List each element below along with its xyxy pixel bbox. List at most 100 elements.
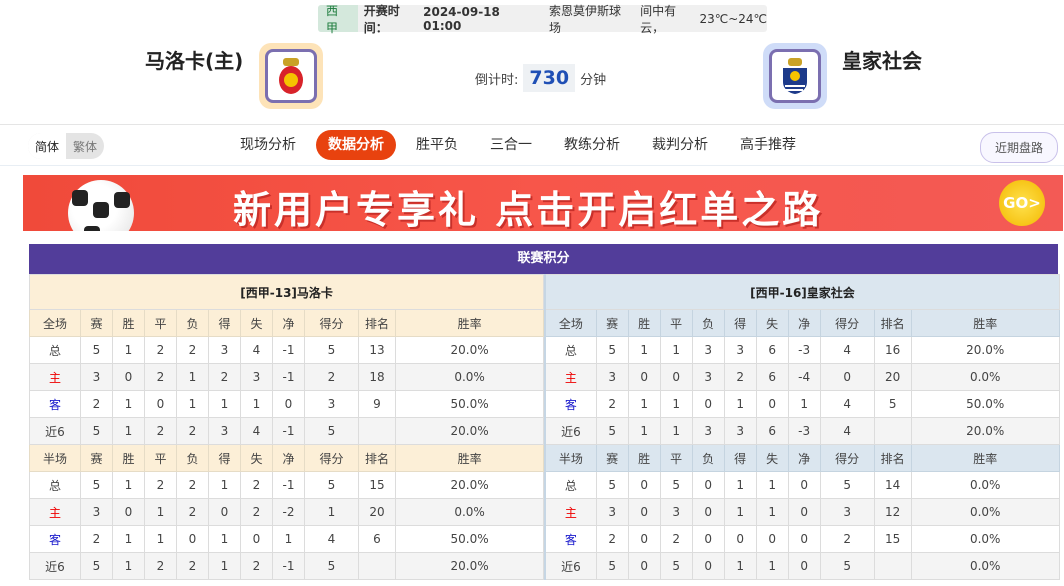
cell: 1: [304, 498, 359, 526]
column-header: 净: [272, 444, 305, 472]
cell: 0: [691, 390, 725, 418]
row-label: 近6: [29, 552, 81, 580]
cell: 5: [304, 336, 359, 364]
table-row: 主 3 0 2 1 2 3 -1 2 18 0.0%: [29, 363, 545, 391]
column-header: 负: [176, 309, 209, 337]
column-header: 得: [723, 444, 757, 472]
lang-simplified[interactable]: 简体: [28, 133, 67, 159]
cell: [358, 417, 396, 445]
cell: 0: [240, 525, 273, 553]
cell: 12: [873, 498, 912, 526]
weather: 间中有云，: [640, 3, 677, 35]
row-label: 客: [29, 390, 81, 418]
team-header: [西甲-13]马洛卡: [28, 274, 545, 310]
column-header: 全场: [544, 309, 597, 337]
column-header: 胜: [112, 309, 145, 337]
standings-title: 联赛积分: [29, 244, 1058, 274]
recent-trend-button[interactable]: 近期盘路: [979, 132, 1058, 163]
column-header: 失: [240, 309, 273, 337]
language-toggle: 简体 繁体: [28, 133, 105, 159]
row-label: 近6: [544, 552, 597, 580]
cell: 0.0%: [394, 498, 545, 526]
cell: -1: [272, 336, 305, 364]
cell: 0: [787, 498, 821, 526]
column-header: 失: [755, 444, 789, 472]
cell: 2: [144, 336, 177, 364]
cell: 0: [627, 525, 661, 553]
cell: 2: [240, 552, 273, 580]
cell: 15: [358, 471, 396, 499]
table-row: 总 5 1 1 3 3 6 -3 4 16 20.0%: [544, 336, 1060, 364]
cell: 5: [80, 552, 113, 580]
cell: 1: [659, 390, 693, 418]
tab-2[interactable]: 胜平负: [416, 137, 458, 153]
cell: 2: [176, 336, 209, 364]
row-label: 主: [544, 498, 597, 526]
column-header: 赛: [80, 444, 113, 472]
column-header: 排名: [873, 444, 912, 472]
kickoff-time: 2024-09-18 01:00: [423, 4, 500, 33]
cell: 2: [595, 525, 629, 553]
cell: 4: [819, 336, 875, 364]
column-header: 赛: [80, 309, 113, 337]
row-label: 客: [29, 525, 81, 553]
column-header: 平: [144, 309, 177, 337]
cell: 20.0%: [910, 417, 1060, 445]
standings-panel: 联赛积分 [西甲-13]马洛卡 全场赛胜平负得失净得分 排名 胜率总 5 1 2 2 3 4 -1 5…: [28, 244, 1060, 580]
cell: 2: [144, 417, 177, 445]
cell: 4: [819, 390, 875, 418]
row-label: 近6: [29, 417, 81, 445]
go-button[interactable]: GO>: [999, 180, 1045, 226]
table-row: 近6 5 0 5 0 1 1 0 5 0.0%: [544, 552, 1060, 580]
cell: 2: [176, 417, 209, 445]
table-row: 近6 5 1 1 3 3 6 -3 4 20.0%: [544, 417, 1060, 445]
column-header: 负: [691, 444, 725, 472]
cell: 4: [304, 525, 359, 553]
cell: 2: [80, 525, 113, 553]
cell: 1: [272, 525, 305, 553]
cell: 13: [358, 336, 396, 364]
lang-traditional[interactable]: 繁体: [73, 140, 98, 154]
cell: 2: [240, 498, 273, 526]
cell: 2: [723, 363, 757, 391]
tab-6[interactable]: 高手推荐: [740, 137, 796, 153]
cell: 6: [755, 363, 789, 391]
cell: 20.0%: [394, 552, 545, 580]
column-header: 平: [144, 444, 177, 472]
league-badge: 西甲: [318, 4, 358, 35]
cell: 0: [755, 390, 789, 418]
tab-1[interactable]: 数据分析: [316, 130, 396, 160]
away-team-name[interactable]: 皇家社会: [842, 49, 922, 73]
cell: 2: [240, 471, 273, 499]
home-team-logo[interactable]: [259, 43, 323, 109]
away-team-logo[interactable]: [763, 43, 827, 109]
cell: 2: [176, 498, 209, 526]
cell: 3: [819, 498, 875, 526]
cell: 0: [755, 525, 789, 553]
column-header-row: 半场赛胜平负得失净得分 排名 胜率: [29, 444, 545, 472]
banner-text: 新用户专享礼 点击开启红单之路: [233, 188, 824, 231]
tab-4[interactable]: 教练分析: [564, 137, 620, 153]
away-standings-table: [西甲-16]皇家社会 全场赛胜平负得失净得分 排名 胜率总 5 1 1 3 3 6 -3 4 16 20…: [544, 274, 1060, 580]
tab-0[interactable]: 现场分析: [240, 137, 296, 153]
cell: 3: [304, 390, 359, 418]
cell: 1: [787, 390, 821, 418]
column-header: 胜: [627, 444, 661, 472]
cell: 1: [144, 498, 177, 526]
cell: 50.0%: [394, 390, 545, 418]
cell: 1: [723, 471, 757, 499]
cell: 0.0%: [910, 471, 1060, 499]
column-header: 净: [272, 309, 305, 337]
promo-banner[interactable]: 新用户专享礼 点击开启红单之路 GO>: [23, 175, 1063, 231]
cell: 4: [240, 417, 273, 445]
cell: 1: [208, 552, 241, 580]
cell: 0: [627, 498, 661, 526]
table-row: 总 5 0 5 0 1 1 0 5 14 0.0%: [544, 471, 1060, 499]
row-label: 主: [544, 363, 597, 391]
home-team-name[interactable]: 马洛卡(主): [145, 49, 244, 73]
tab-3[interactable]: 三合一: [490, 137, 532, 153]
venue: 索恩莫伊斯球场: [548, 3, 621, 35]
cell: 3: [208, 417, 241, 445]
tab-5[interactable]: 裁判分析: [652, 137, 708, 153]
cell: [873, 417, 912, 445]
